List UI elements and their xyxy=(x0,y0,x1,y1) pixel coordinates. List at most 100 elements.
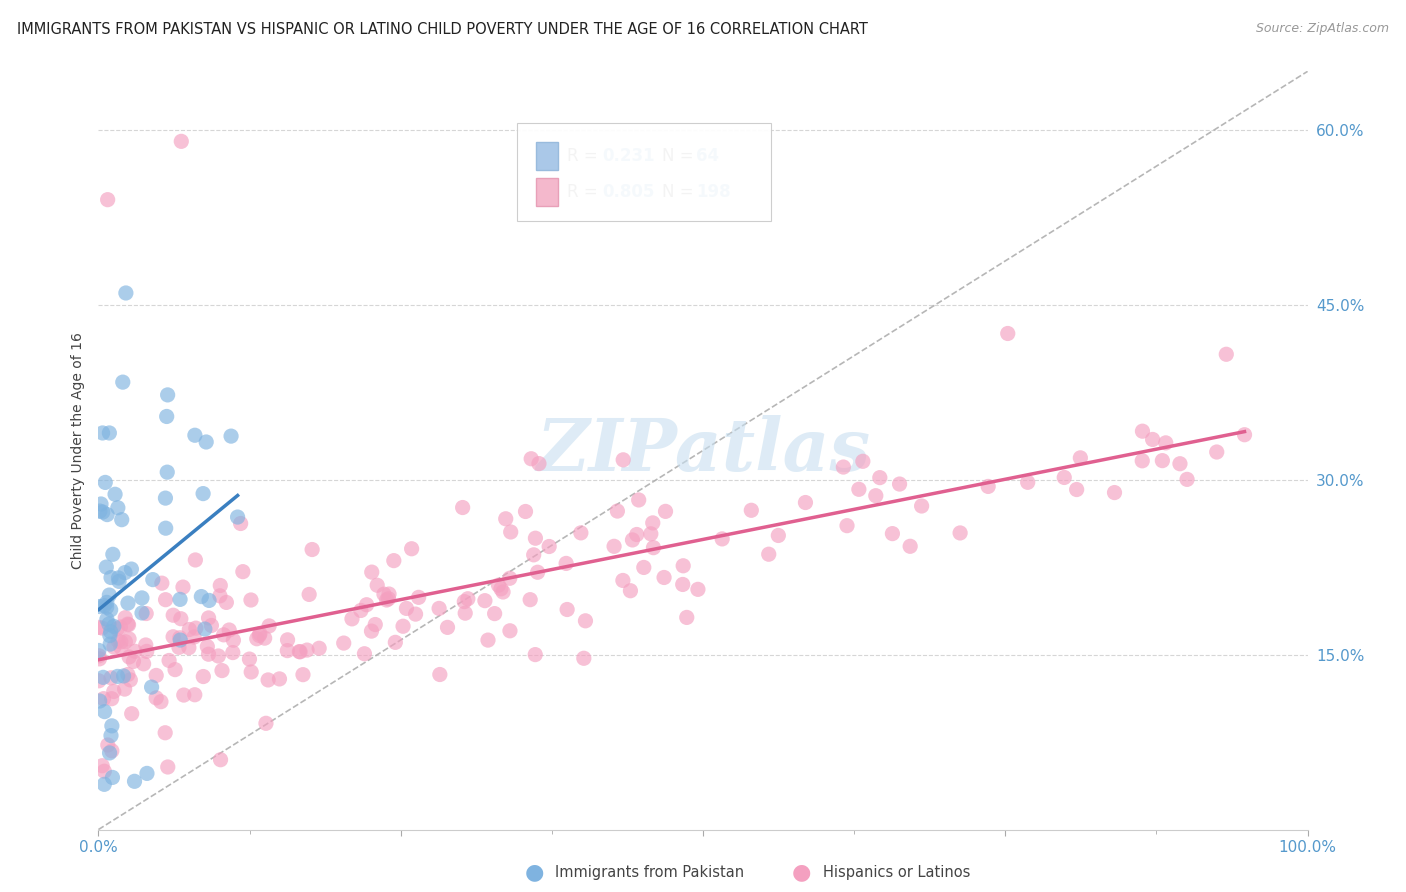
Point xyxy=(408,591,430,605)
Point xyxy=(675,610,697,624)
Point xyxy=(524,648,547,662)
Point xyxy=(910,499,932,513)
Point xyxy=(145,690,167,705)
Point xyxy=(232,565,254,579)
Point xyxy=(257,673,280,687)
Point xyxy=(276,643,298,657)
Point xyxy=(197,611,219,625)
Point xyxy=(848,483,870,497)
Point xyxy=(229,516,252,531)
Point xyxy=(1066,483,1088,497)
Point xyxy=(153,725,176,739)
Point xyxy=(96,595,118,609)
Point xyxy=(155,592,177,607)
Point xyxy=(835,518,858,533)
Point xyxy=(122,655,145,669)
Point xyxy=(91,425,114,440)
Point xyxy=(110,635,132,649)
Point xyxy=(254,716,277,731)
Point xyxy=(641,516,664,530)
Point xyxy=(114,682,136,697)
Point xyxy=(89,504,111,518)
Text: R =: R = xyxy=(567,147,603,165)
Point xyxy=(118,649,141,664)
Point xyxy=(457,591,479,606)
Point xyxy=(1152,453,1174,467)
Point xyxy=(96,560,118,574)
Point xyxy=(145,668,167,682)
Point xyxy=(172,580,194,594)
Point xyxy=(288,645,311,659)
Point xyxy=(87,648,110,663)
Point xyxy=(238,652,260,666)
Point xyxy=(1130,454,1153,468)
Point xyxy=(527,457,550,471)
Point xyxy=(87,620,110,634)
Point xyxy=(308,641,330,656)
Point xyxy=(1142,433,1164,447)
Point xyxy=(97,617,120,632)
Point xyxy=(93,705,115,719)
Point xyxy=(197,647,219,661)
Point xyxy=(93,764,115,779)
Point xyxy=(89,652,111,666)
Point xyxy=(612,453,634,467)
Text: Immigrants from Pakistan: Immigrants from Pakistan xyxy=(555,865,745,880)
Point xyxy=(114,610,136,624)
Point xyxy=(114,566,136,580)
Point xyxy=(898,539,921,553)
Point xyxy=(377,591,399,606)
Point xyxy=(91,505,114,519)
Point xyxy=(489,582,512,596)
Point xyxy=(239,593,262,607)
Point xyxy=(93,691,115,706)
Point xyxy=(360,624,382,639)
Point xyxy=(758,547,780,561)
Point xyxy=(574,614,596,628)
Point xyxy=(194,622,217,636)
Point xyxy=(98,425,121,440)
Point xyxy=(612,574,634,588)
Point xyxy=(277,632,299,647)
Point xyxy=(672,558,695,573)
Point xyxy=(177,640,200,655)
Point xyxy=(869,470,891,484)
Point xyxy=(183,630,205,644)
Point xyxy=(131,606,153,620)
Point xyxy=(332,636,354,650)
Text: 198: 198 xyxy=(696,183,731,201)
Point xyxy=(98,746,121,760)
Point xyxy=(184,621,207,635)
Point xyxy=(117,596,139,610)
Point xyxy=(107,500,129,515)
Point xyxy=(1017,475,1039,490)
Text: 0.805: 0.805 xyxy=(602,183,654,201)
Point xyxy=(117,667,139,681)
Point xyxy=(195,435,218,450)
Point xyxy=(184,688,207,702)
Point xyxy=(156,760,179,774)
Point xyxy=(222,633,245,648)
Point xyxy=(1215,347,1237,361)
Point xyxy=(672,577,695,591)
Point xyxy=(977,479,1000,493)
Point xyxy=(436,620,458,634)
Point xyxy=(1053,470,1076,484)
Point xyxy=(169,592,191,607)
Point xyxy=(112,669,135,683)
Point xyxy=(89,694,111,708)
Point xyxy=(353,647,375,661)
Point xyxy=(1168,457,1191,471)
Point xyxy=(360,565,382,579)
Point xyxy=(555,602,578,616)
Point xyxy=(117,617,139,632)
Point xyxy=(198,593,221,607)
Text: N =: N = xyxy=(662,147,699,165)
Point xyxy=(569,525,592,540)
Point xyxy=(219,429,242,443)
Point xyxy=(107,633,129,648)
Point xyxy=(499,624,522,638)
Point xyxy=(524,531,547,545)
Point xyxy=(1205,445,1227,459)
Point xyxy=(162,608,184,623)
